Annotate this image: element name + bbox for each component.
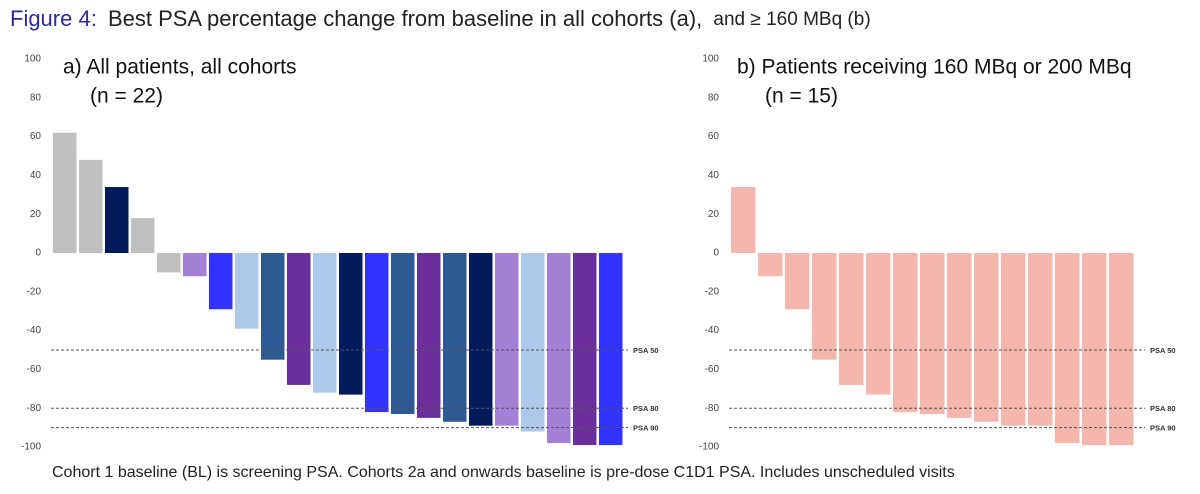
bar <box>417 253 441 418</box>
bar <box>495 253 519 426</box>
bar <box>131 218 155 253</box>
bar <box>893 253 918 413</box>
y-tick-label: 0 <box>35 248 41 259</box>
bar <box>79 159 103 253</box>
bar <box>469 253 493 426</box>
bar <box>183 253 207 277</box>
reference-label: PSA 90 <box>1150 424 1176 433</box>
y-tick-label: -40 <box>705 325 720 336</box>
bar <box>339 253 363 395</box>
bar <box>547 253 571 444</box>
bar <box>521 253 545 432</box>
y-tick-label: 80 <box>708 92 720 103</box>
bar <box>105 187 129 253</box>
y-tick-label: 60 <box>30 131 42 142</box>
bar <box>1055 253 1080 444</box>
bar <box>1082 253 1107 446</box>
chart-title: a) All patients, all cohorts <box>63 56 296 79</box>
bar <box>365 253 389 413</box>
y-tick-label: 40 <box>30 170 42 181</box>
y-tick-label: 20 <box>30 209 42 220</box>
bar <box>839 253 864 385</box>
y-tick-label: -20 <box>705 286 720 297</box>
bar <box>812 253 837 360</box>
bar <box>443 253 467 422</box>
y-tick-label: 100 <box>702 54 719 65</box>
bar <box>1109 253 1134 446</box>
bar <box>287 253 311 385</box>
y-tick-label: -60 <box>705 364 720 375</box>
bar <box>157 253 181 273</box>
figure-title-tail: and ≥ 160 MBq (b) <box>713 9 870 30</box>
bar <box>947 253 972 418</box>
y-tick-label: -40 <box>27 325 42 336</box>
bar <box>391 253 415 415</box>
bar <box>758 253 783 277</box>
figure-title: Figure 4: Best PSA percentage change fro… <box>10 6 871 31</box>
bar <box>235 253 259 329</box>
bar <box>866 253 891 395</box>
y-tick-label: 100 <box>24 54 41 65</box>
bar <box>209 253 233 310</box>
reference-label: PSA 80 <box>1150 404 1176 413</box>
footnote: Cohort 1 baseline (BL) is screening PSA.… <box>52 464 955 481</box>
y-tick-label: -100 <box>21 442 41 453</box>
y-tick-label: -80 <box>27 403 42 414</box>
bar <box>1028 253 1053 426</box>
reference-label: PSA 80 <box>633 404 659 413</box>
bar <box>261 253 285 360</box>
reference-label: PSA 50 <box>1150 346 1176 355</box>
chart-subtitle: (n = 15) <box>765 85 838 108</box>
y-tick-label: 20 <box>708 209 720 220</box>
y-tick-label: 80 <box>30 92 42 103</box>
bar <box>920 253 945 415</box>
y-tick-label: -100 <box>699 442 719 453</box>
y-tick-label: 60 <box>708 131 720 142</box>
bar <box>785 253 810 310</box>
y-tick-label: -60 <box>27 364 42 375</box>
reference-label: PSA 90 <box>633 424 659 433</box>
bar <box>1001 253 1026 426</box>
chart-title: b) Patients receiving 160 MBq or 200 MBq <box>737 56 1132 79</box>
figure-title-main: Best PSA percentage change from baseline… <box>108 6 702 31</box>
bar <box>599 253 623 446</box>
y-tick-label: 40 <box>708 170 720 181</box>
y-tick-label: -80 <box>705 403 720 414</box>
bar <box>573 253 597 446</box>
y-tick-label: -20 <box>27 286 42 297</box>
bar <box>313 253 337 393</box>
bar <box>974 253 999 422</box>
bar <box>731 187 756 253</box>
bar <box>53 132 77 253</box>
figure-label: Figure 4: <box>10 6 97 31</box>
chart-subtitle: (n = 22) <box>90 85 163 108</box>
reference-label: PSA 50 <box>633 346 659 355</box>
y-tick-label: 0 <box>713 248 719 259</box>
